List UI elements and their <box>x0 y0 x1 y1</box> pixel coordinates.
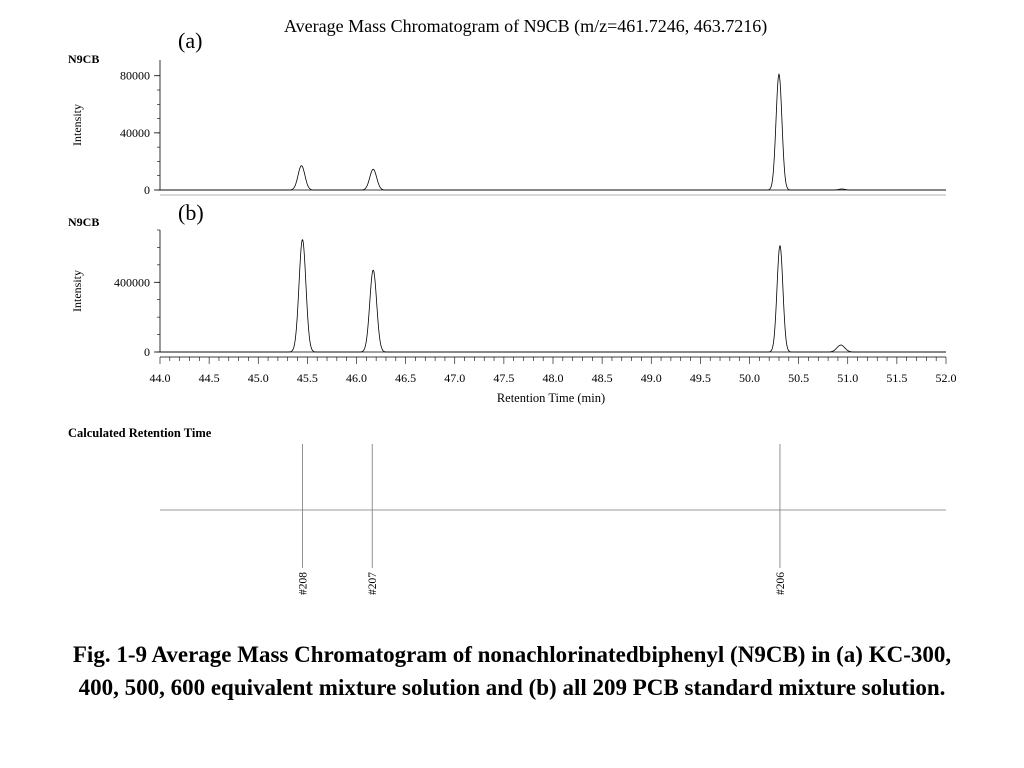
panel-b-chart: 0 400000 Intensity 44.0 44.5 45.0 45.5 46.0 46.5… <box>70 229 957 405</box>
x-tick-label: 49.5 <box>690 371 711 385</box>
x-tick-label: 51.0 <box>837 371 858 385</box>
calculated-rt-title: Calculated Retention Time <box>68 426 212 440</box>
panel-b-y-axis-label: Intensity <box>70 270 84 312</box>
panel-a-y-tick-label: 40000 <box>120 126 150 140</box>
panel-a-compound-label: N9CB <box>68 52 100 66</box>
panel-b-label: (b) <box>178 200 204 225</box>
x-tick-label: 44.5 <box>199 371 220 385</box>
x-tick-label: 47.5 <box>493 371 514 385</box>
panel-a-y-tick-label: 80000 <box>120 69 150 83</box>
chart-title: Average Mass Chromatogram of N9CB (m/z=4… <box>284 16 768 36</box>
x-tick-label: 44.0 <box>150 371 171 385</box>
x-tick-label: 52.0 <box>936 371 957 385</box>
panel-b-trace <box>160 239 946 353</box>
chromatogram-figure: 0 40000 80000 Intensity 0 400000 Intensity 44.… <box>70 60 957 595</box>
x-tick-label: 46.0 <box>346 371 367 385</box>
x-tick-label: 50.5 <box>788 371 809 385</box>
x-tick-label: 48.0 <box>543 371 564 385</box>
panel-a-y-axis-label: Intensity <box>70 104 84 146</box>
x-tick-label: 48.5 <box>592 371 613 385</box>
figure-caption: Fig. 1-9 Average Mass Chromatogram of no… <box>72 642 952 700</box>
calculated-rt-label: #208 <box>297 572 309 595</box>
calculated-rt-label: #206 <box>775 572 787 595</box>
panel-a-chart: 0 40000 80000 Intensity <box>70 60 946 197</box>
panel-a-trace <box>160 73 946 191</box>
x-tick-label: 50.0 <box>739 371 760 385</box>
x-tick-label: 45.0 <box>248 371 269 385</box>
panel-a-y-tick-label: 0 <box>144 183 150 197</box>
x-axis-label: Retention Time (min) <box>497 391 605 405</box>
panel-a-label: (a) <box>178 28 203 53</box>
x-tick-label: 45.5 <box>297 371 318 385</box>
calculated-rt-label: #207 <box>367 572 379 595</box>
x-tick-label: 47.0 <box>444 371 465 385</box>
panel-b-y-tick-label: 400000 <box>114 275 150 289</box>
panel-b-y-tick-label: 0 <box>144 345 150 359</box>
x-tick-label: 51.5 <box>886 371 907 385</box>
x-tick-label: 46.5 <box>395 371 416 385</box>
panel-b-compound-label: N9CB <box>68 215 100 229</box>
calculated-rt-chart: #208 #207 #206 <box>160 444 946 595</box>
x-tick-label: 49.0 <box>641 371 662 385</box>
